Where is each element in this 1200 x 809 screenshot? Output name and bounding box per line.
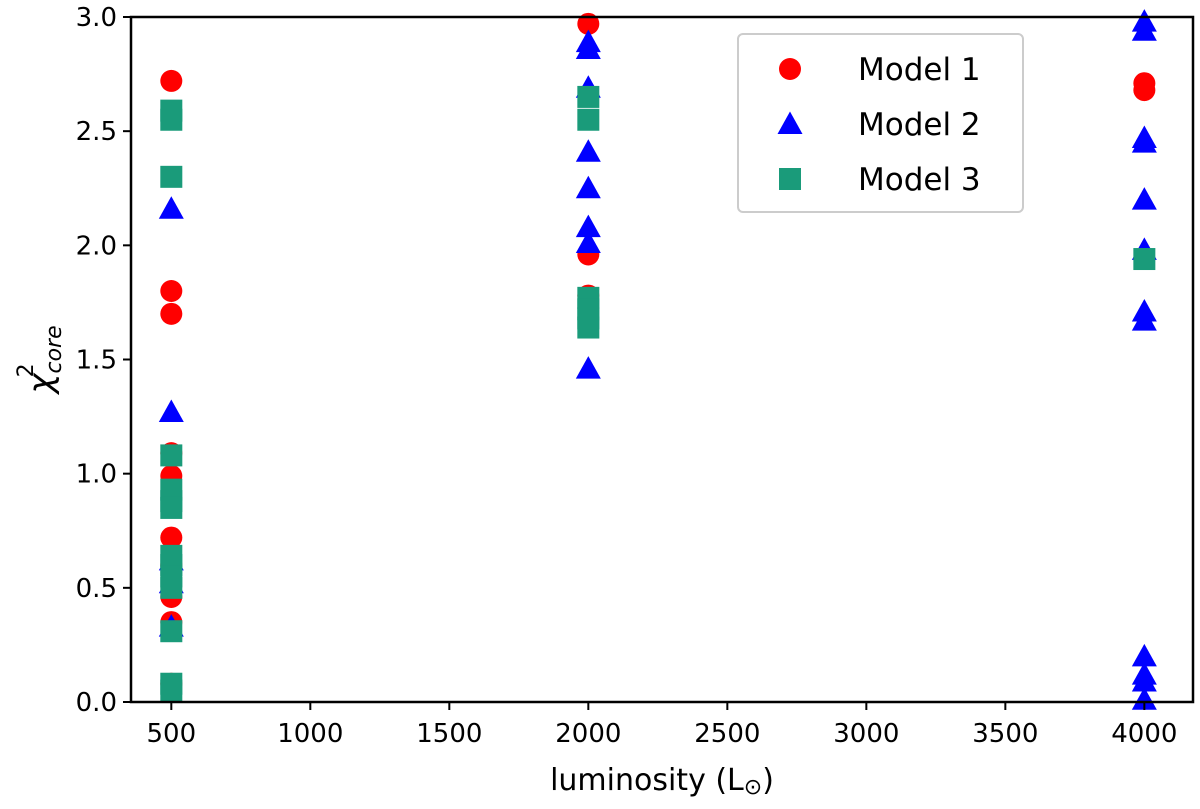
data-point bbox=[160, 280, 183, 302]
data-point bbox=[160, 69, 183, 92]
data-point bbox=[1131, 18, 1157, 41]
data-point bbox=[160, 620, 183, 643]
data-point bbox=[1131, 643, 1157, 667]
y-axis-label: χcore2 bbox=[14, 325, 67, 395]
legend-marker bbox=[779, 58, 801, 80]
data-point bbox=[1131, 308, 1157, 331]
x-axis-ticks: 500 1000 1500 2000 2500 3000 3500 4000 bbox=[146, 702, 1177, 749]
series-model-3 bbox=[160, 85, 1156, 702]
legend: Model 1 Model 2 Model 3 bbox=[737, 33, 1024, 213]
y-tick-label: 2.5 bbox=[76, 117, 117, 147]
legend-label: Model 2 bbox=[858, 107, 981, 143]
x-tick-label: 1000 bbox=[277, 719, 343, 749]
data-point bbox=[577, 12, 600, 35]
data-point bbox=[160, 302, 183, 325]
data-point bbox=[1131, 187, 1157, 210]
legend-marker bbox=[779, 168, 801, 190]
data-point bbox=[575, 214, 601, 238]
x-axis-label: luminosity (L⊙) bbox=[550, 763, 774, 800]
x-tick-label: 2000 bbox=[555, 719, 621, 749]
y-tick-label: 1.0 bbox=[76, 460, 117, 490]
y-tick-label: 1.5 bbox=[76, 346, 117, 376]
legend-label: Model 3 bbox=[858, 162, 981, 198]
data-point bbox=[1131, 668, 1157, 692]
x-tick-label: 1500 bbox=[416, 719, 482, 749]
data-point bbox=[577, 316, 600, 339]
x-tick-label: 3000 bbox=[833, 719, 899, 749]
x-tick-label: 3500 bbox=[972, 719, 1038, 749]
data-point bbox=[160, 576, 183, 599]
data-point bbox=[160, 165, 183, 188]
x-tick-label: 4000 bbox=[1111, 719, 1177, 749]
data-point bbox=[1131, 687, 1157, 710]
legend-box bbox=[737, 33, 1024, 213]
data-point bbox=[160, 444, 183, 467]
data-point bbox=[1131, 130, 1157, 153]
data-point bbox=[160, 108, 183, 131]
data-point bbox=[575, 36, 601, 59]
data-point bbox=[160, 496, 183, 519]
data-marks bbox=[158, 9, 1157, 710]
x-tick-label: 500 bbox=[146, 719, 196, 749]
data-point bbox=[158, 399, 184, 423]
data-point bbox=[160, 526, 183, 549]
data-point bbox=[577, 108, 600, 131]
x-tick-label: 2500 bbox=[694, 719, 760, 749]
data-point bbox=[160, 679, 183, 702]
y-axis-ticks: 0.0 0.5 1.0 1.5 2.0 2.5 3.0 bbox=[76, 3, 131, 718]
y-tick-label: 3.0 bbox=[76, 3, 117, 33]
data-point bbox=[575, 230, 601, 254]
data-point bbox=[1133, 79, 1156, 102]
data-point bbox=[577, 85, 600, 108]
data-point bbox=[1133, 248, 1156, 271]
data-point bbox=[575, 356, 601, 379]
data-point bbox=[575, 139, 601, 162]
y-tick-label: 0.5 bbox=[76, 574, 117, 604]
legend-label: Model 1 bbox=[858, 52, 981, 88]
legend-marker bbox=[777, 111, 803, 134]
plot-frame bbox=[129, 15, 1195, 704]
data-point bbox=[575, 175, 601, 199]
data-point bbox=[158, 196, 184, 219]
y-tick-label: 2.0 bbox=[76, 231, 117, 261]
y-tick-label: 0.0 bbox=[76, 688, 117, 718]
